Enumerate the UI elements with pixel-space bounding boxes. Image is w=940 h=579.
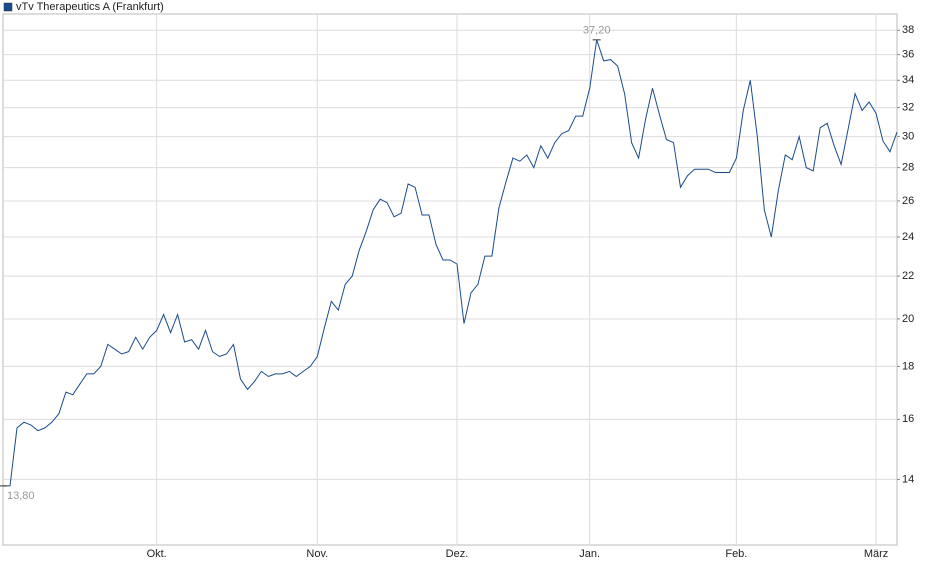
y-tick-label: 18 (902, 360, 914, 372)
value-label: 37,20 (583, 25, 611, 37)
y-tick-label: 38 (902, 24, 914, 36)
x-tick-label: März (864, 548, 888, 560)
x-tick-label: Nov. (306, 548, 328, 560)
y-tick-label: 14 (902, 473, 914, 485)
x-tick-label: Feb. (725, 548, 747, 560)
plot-frame (2, 13, 898, 546)
legend-swatch (3, 2, 13, 12)
y-tick-label: 24 (902, 231, 914, 243)
y-tick-label: 20 (902, 313, 914, 325)
y-tick-label: 28 (902, 162, 914, 174)
x-tick-label: Dez. (446, 548, 469, 560)
legend-label: vTv Therapeutics A (Frankfurt) (16, 1, 164, 13)
y-tick-label: 16 (902, 413, 914, 425)
x-tick-label: Okt. (147, 548, 167, 560)
y-tick-label: 22 (902, 270, 914, 282)
x-tick-label: Jan. (579, 548, 600, 560)
price-line (3, 39, 898, 487)
y-tick-label: 30 (902, 131, 914, 143)
y-tick-label: 34 (902, 74, 914, 86)
y-tick-label: 36 (902, 48, 914, 60)
y-tick-label: 26 (902, 195, 914, 207)
y-tick-label: 32 (902, 101, 914, 113)
value-label: 13,80 (7, 490, 35, 502)
